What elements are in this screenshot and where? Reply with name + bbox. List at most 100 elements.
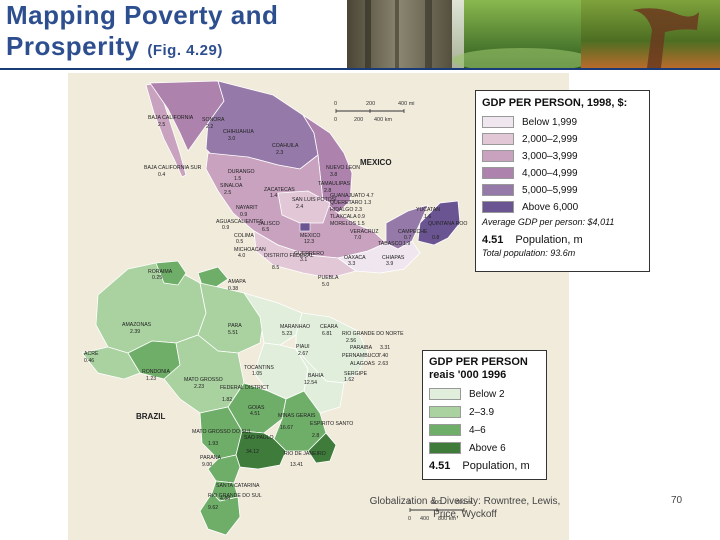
br-state-label: ESPIRITO SANTO xyxy=(310,421,353,427)
mx-state-label: CHIHUAHUA xyxy=(223,129,254,135)
br-state-pop: 7.40 xyxy=(378,353,388,359)
br-state-pop: 0.38 xyxy=(228,286,238,292)
br-scale-mi-1: 400 xyxy=(432,500,441,506)
br-state-pop: 16.67 xyxy=(280,425,293,431)
figure-reference: (Fig. 4.29) xyxy=(147,42,223,59)
br-state-pop: 3.31 xyxy=(380,345,390,351)
mx-state-pop: 3.1 xyxy=(300,257,307,263)
mx-state-pop: 3.3 xyxy=(348,261,355,267)
br-state-label: SANTA CATARINA xyxy=(216,483,260,489)
br-state-pop: 2.67 xyxy=(298,351,308,357)
mx-state-label: JALISCO xyxy=(258,221,280,227)
mexico-legend-pop-sample: 4.51 xyxy=(482,234,504,246)
br-state-pop: 13.41 xyxy=(290,462,303,468)
mexico-legend-item: 2,000–2,999 xyxy=(482,132,649,146)
br-state-pop: 5.23 xyxy=(282,331,292,337)
br-state-pop: 1.23 xyxy=(146,376,156,382)
brazil-legend-item: Below 2 xyxy=(429,387,546,401)
brazil-legend-title-1: GDP PER PERSON xyxy=(429,356,528,368)
brazil-legend-label: Below 2 xyxy=(469,388,505,400)
mx-state-pop: 0.4 xyxy=(158,172,165,178)
br-state-label: PIAUI xyxy=(296,344,310,350)
br-scale-km-2: 800 km xyxy=(438,516,456,522)
br-state-pop: 34.12 xyxy=(246,449,259,455)
brazil-legend-item: Above 6 xyxy=(429,441,546,455)
brazil-legend-swatch xyxy=(429,424,461,436)
mx-state-pop: 4.0 xyxy=(238,253,245,259)
mx-central-item: MORELOS 1.5 xyxy=(330,221,365,227)
br-scale-km-0: 0 xyxy=(408,516,411,522)
br-state-label: RORAIMA xyxy=(148,269,173,275)
mx-state-pop: 6.5 xyxy=(262,227,269,233)
br-state-pop: 9.62 xyxy=(208,505,218,511)
mx-state-pop: 1.4 xyxy=(270,193,277,199)
mx-state-label: CAMPECHE xyxy=(398,229,428,235)
mx-central-item: GUANAJUATO 4.7 xyxy=(330,193,374,199)
mexico-legend-swatch xyxy=(482,167,514,179)
mexico-legend-label: 3,000–3,999 xyxy=(522,150,578,162)
mx-state-pop: 8.5 xyxy=(272,265,279,271)
mx-central-item: HIDALGO 2.3 xyxy=(330,207,362,213)
banner-photos xyxy=(347,0,720,68)
brazil-legend-swatch xyxy=(429,388,461,400)
banner-photo-1 xyxy=(347,0,452,68)
brazil-labels: RORAIMA 0.25 AMAPA 0.38 AMAZONAS 2.39 PA… xyxy=(84,269,404,511)
brazil-legend-label: Above 6 xyxy=(469,442,506,454)
mexico-legend-label: 2,000–2,999 xyxy=(522,133,578,145)
map-canvas: BAJA CALIFORNIA 2.5 SONORA 2.2 CHIHUAHUA… xyxy=(81,80,473,536)
br-state-label: CEARA xyxy=(320,324,338,330)
br-state-pop: 2.63 xyxy=(378,361,388,367)
mx-state-label: SINALOA xyxy=(220,183,243,189)
mexico-legend-label: 5,000–5,999 xyxy=(522,184,578,196)
mx-state-pop: 2.5 xyxy=(224,190,231,196)
mx-state-label: BAJA CALIFORNIA xyxy=(148,115,194,121)
br-state-label: PARAIBA xyxy=(350,345,373,351)
title-line-2-text: Prosperity xyxy=(6,31,140,61)
mx-state-label: SONORA xyxy=(202,117,225,123)
mx-state-label: PUEBLA xyxy=(318,275,339,281)
brazil-scale-bar: 0 400 800 mi 0 400 800 km xyxy=(408,500,473,522)
mx-state-label: QUINTANA ROO xyxy=(428,221,467,227)
br-scale-km-1: 400 xyxy=(420,516,429,522)
mx-state-pop: 3.8 xyxy=(330,172,337,178)
mexico-legend-pop-label: Population, m xyxy=(515,234,583,246)
mx-state-pop: 0.5 xyxy=(236,239,243,245)
mexico-legend-swatch xyxy=(482,184,514,196)
mx-state-pop: 7.0 xyxy=(354,235,361,241)
mexico-legend-pop-row: 4.51 Population, m xyxy=(482,233,649,247)
brazil-legend-item: 2–3.9 xyxy=(429,405,546,419)
brazil-legend-swatch xyxy=(429,406,461,418)
br-state-label: BAHIA xyxy=(308,373,324,379)
mexico-legend-swatch xyxy=(482,133,514,145)
mx-state-pop: 0.9 xyxy=(222,225,229,231)
br-state-label: MARANHAO xyxy=(280,324,310,330)
mx-state-label: GUERRERO xyxy=(294,251,324,257)
br-state-label: RIO GRANDE DO NORTE xyxy=(342,331,404,337)
mexico-country-label: MEXICO xyxy=(360,158,392,167)
mx-state-label: NUEVO LEON xyxy=(326,165,360,171)
br-scale-mi-2: 800 mi xyxy=(456,500,473,506)
mx-state-label: DISTRITO FEDERAL xyxy=(264,253,314,259)
mx-scale-mi-1: 200 xyxy=(366,101,375,107)
mx-state-label: TAMAULIPAS xyxy=(318,181,351,187)
mx-state-label: OAXACA xyxy=(344,255,366,261)
mx-state-label: YUCATAN xyxy=(416,207,440,213)
mexico-legend-swatch xyxy=(482,150,514,162)
mexico-legend-item: 3,000–3,999 xyxy=(482,149,649,163)
mx-state-pop: 0.7 xyxy=(404,235,411,241)
mx-state-pop: 12.3 xyxy=(304,239,314,245)
mx-scale-km-1: 200 xyxy=(354,117,363,123)
mexico-legend-item: Below 1,999 xyxy=(482,115,649,129)
title-line-1: Mapping Poverty and xyxy=(6,0,279,30)
brazil-legend: GDP PER PERSON reais '000 1996 Below 2 2… xyxy=(422,350,547,480)
br-state-pop: 1.05 xyxy=(252,371,262,377)
page-number: 70 xyxy=(671,495,683,506)
mexico-legend-item: Above 6,000 xyxy=(482,200,649,214)
mexico-legend-item: 5,000–5,999 xyxy=(482,183,649,197)
br-state-pop: 2.23 xyxy=(194,384,204,390)
mx-state-label: MICHOACAN xyxy=(234,247,266,253)
mx-state-pop: 1.6 xyxy=(424,214,431,220)
mx-state-label: AGUASCALIENTES xyxy=(216,219,264,225)
mx-state-pop: 2.4 xyxy=(296,204,303,210)
brazil-legend-title-2: reais '000 1996 xyxy=(429,369,507,381)
